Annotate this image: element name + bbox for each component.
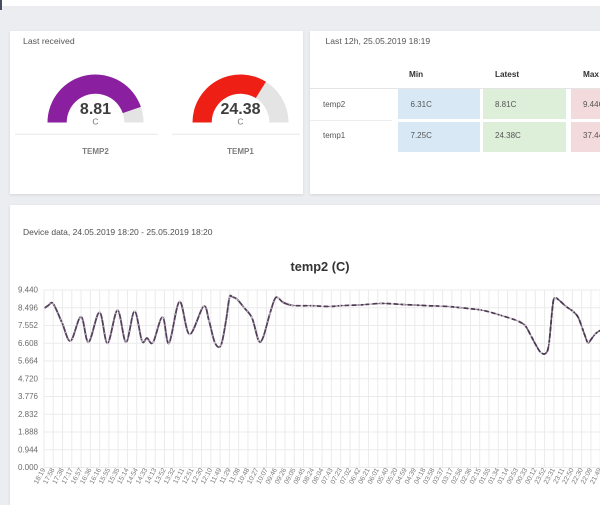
svg-text:8.496: 8.496 (18, 303, 39, 312)
svg-text:C: C (92, 117, 98, 127)
svg-text:2.832: 2.832 (18, 410, 39, 419)
svg-text:8.81: 8.81 (80, 101, 111, 118)
svg-text:1.888: 1.888 (18, 428, 39, 437)
svg-text:0.000: 0.000 (18, 463, 39, 472)
svg-text:4.720: 4.720 (18, 374, 39, 383)
svg-text:5.664: 5.664 (18, 357, 39, 366)
svg-text:0.944: 0.944 (18, 445, 39, 454)
svg-text:TEMP1: TEMP1 (227, 147, 254, 156)
svg-text:C: C (237, 117, 243, 127)
svg-text:6.608: 6.608 (18, 339, 39, 348)
svg-text:3.776: 3.776 (18, 392, 39, 401)
svg-text:9.440: 9.440 (18, 286, 39, 295)
svg-text:21:49: 21:49 (589, 467, 600, 485)
svg-text:7.552: 7.552 (18, 321, 39, 330)
svg-text:24.38: 24.38 (220, 101, 260, 118)
svg-text:TEMP2: TEMP2 (82, 147, 109, 156)
